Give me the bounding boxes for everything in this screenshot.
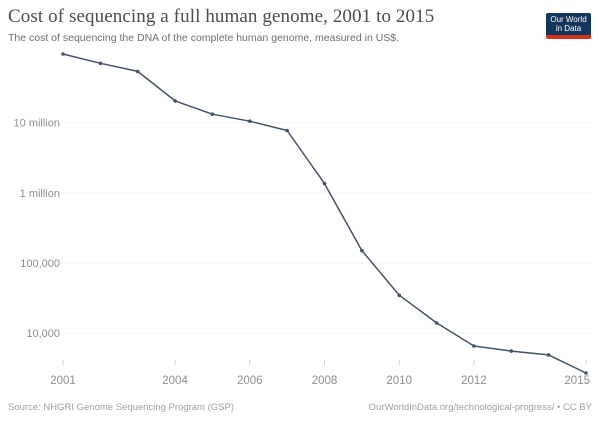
page-title: Cost of sequencing a full human genome, … [8,6,435,27]
owid-logo-line1: Our World [550,15,587,24]
owid-logo-line2: in Data [555,24,582,33]
license-link[interactable]: OurWorldInData.org/technological-progres… [368,402,592,413]
x-axis-tick-label: 2001 [50,375,76,387]
data-point-2006[interactable] [248,119,252,123]
data-point-2011[interactable] [434,321,439,325]
x-axis-tick-label: 2006 [237,375,263,387]
cost-series-line [62,53,587,374]
data-point-2009[interactable] [360,248,364,253]
y-axis-tick-label: 100,000 [20,258,60,270]
data-point-2010[interactable] [397,293,402,298]
data-point-2001[interactable] [61,52,65,56]
y-axis-tick-label: 1 million [20,188,60,200]
x-axis-tick-label: 2012 [461,375,487,387]
data-point-2005[interactable] [210,112,215,116]
data-point-2003[interactable] [135,69,140,74]
y-axis-tick-label: 10 million [14,118,60,130]
x-axis-tick-label: 2010 [386,375,412,387]
data-point-2014[interactable] [546,353,551,357]
x-axis-tick-label: 2004 [162,375,188,387]
data-point-2012[interactable] [472,344,476,348]
data-point-2013[interactable] [509,349,514,353]
owid-logo[interactable]: Our World in Data [546,13,591,39]
data-point-2008[interactable] [322,181,327,186]
y-axis-tick-label: 10,000 [26,328,60,340]
data-point-2004[interactable] [173,99,177,103]
x-axis-tick-label: 2008 [312,375,338,387]
data-point-2015[interactable] [584,371,588,375]
source-note: Source: NHGRI Genome Sequencing Program … [8,402,234,413]
data-point-2002[interactable] [98,61,103,66]
chart-subtitle: The cost of sequencing the DNA of the co… [8,32,400,44]
data-point-2007[interactable] [285,128,289,133]
x-axis-tick-label: 2015 [564,375,590,387]
